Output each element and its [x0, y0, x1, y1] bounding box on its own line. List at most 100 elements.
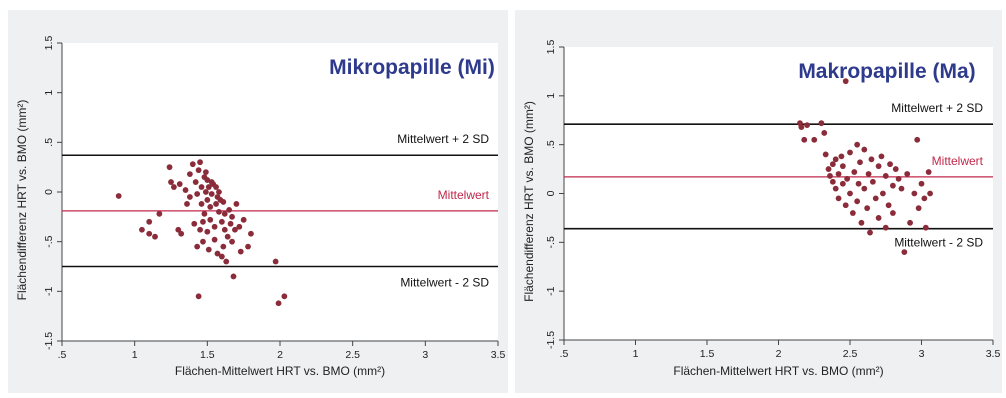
data-point: [832, 185, 839, 192]
data-point: [865, 171, 872, 177]
data-point: [189, 161, 196, 168]
data-point: [236, 223, 243, 230]
data-point: [927, 190, 933, 197]
data-point: [202, 169, 209, 176]
data-point: [202, 189, 209, 195]
data-point: [197, 226, 203, 233]
data-point: [218, 218, 225, 225]
data-point: [213, 184, 219, 190]
y-tick-label: .5: [43, 138, 55, 147]
y-tick-label: 1.5: [545, 40, 557, 55]
data-point: [186, 194, 193, 200]
panel-mikropapille: .5 1 1.5 2 2.5 3 3.5 -1.5 -1 -.5 0 .5 1 1.5 Flächen-Mi…: [8, 10, 508, 393]
data-point: [861, 185, 868, 192]
data-point: [804, 122, 810, 129]
data-point: [139, 226, 145, 233]
data-point: [115, 193, 122, 199]
data-point: [892, 166, 899, 172]
data-point: [205, 184, 212, 190]
data-point: [204, 177, 211, 183]
sd-line-label: Mittelwert + 2 SD: [891, 101, 983, 115]
y-tick-label: -1.5: [545, 331, 557, 349]
data-point: [211, 223, 218, 230]
data-point: [200, 238, 206, 245]
x-tick-label: 2.5: [345, 349, 360, 361]
data-point: [864, 205, 871, 212]
data-point: [194, 191, 201, 197]
plot-area: [62, 43, 498, 341]
data-point: [821, 130, 828, 136]
data-point: [194, 243, 201, 250]
data-point: [835, 171, 842, 177]
data-point: [901, 249, 908, 256]
y-axis-title: Flächendifferenz HRT vs. BMO (mm²): [15, 100, 29, 301]
data-point: [875, 163, 882, 170]
data-point: [198, 184, 205, 190]
data-point: [839, 163, 846, 170]
data-point: [915, 205, 922, 212]
data-point: [208, 191, 215, 197]
data-point: [829, 178, 836, 185]
data-point: [875, 215, 882, 221]
chart-mikropapille: .5 1 1.5 2 2.5 3 3.5 -1.5 -1 -.5 0 .5 1 1.5 Flächen-Mi…: [15, 36, 506, 378]
data-point: [847, 149, 853, 156]
data-point: [175, 226, 182, 233]
data-point: [890, 182, 896, 189]
data-point: [907, 219, 913, 226]
data-point: [220, 243, 227, 250]
sd-line-label: Mittelwert - 2 SD: [400, 276, 489, 290]
mean-line-label: Mittelwert: [932, 154, 984, 168]
data-point: [201, 210, 208, 217]
x-tick-label: 3.5: [491, 349, 506, 361]
data-point: [245, 243, 251, 250]
data-point: [223, 258, 230, 265]
data-point: [825, 166, 832, 172]
data-point: [248, 230, 254, 237]
panel-makropapille: .5 1 1.5 2 2.5 3 3.5 -1.5 -1 -.5 0 .5 1 1.5 Flächen-Mi…: [515, 10, 1002, 393]
data-point: [839, 180, 846, 187]
data-point: [146, 230, 153, 237]
x-tick-label: .5: [560, 348, 569, 360]
data-point: [156, 210, 163, 217]
x-tick-label: 1: [633, 348, 639, 360]
data-point: [867, 229, 873, 236]
data-point: [216, 189, 222, 195]
x-tick-label: 1.5: [200, 349, 215, 361]
sd-line-label: Mittelwert + 2 SD: [397, 132, 489, 146]
data-point: [868, 156, 875, 163]
y-tick-label: -.5: [545, 236, 557, 248]
data-point: [842, 78, 849, 85]
data-point: [229, 213, 235, 220]
data-point: [904, 171, 911, 177]
data-point: [207, 216, 214, 223]
data-point: [192, 179, 199, 185]
data-point: [191, 220, 198, 227]
data-point: [914, 136, 921, 143]
data-point: [911, 190, 918, 197]
x-tick-label: .5: [58, 349, 67, 361]
data-point: [811, 136, 818, 143]
data-point: [872, 195, 879, 202]
chart-title: Makropapille (Ma): [798, 60, 975, 83]
data-point: [186, 171, 193, 178]
data-point: [198, 201, 205, 207]
data-point: [829, 161, 836, 168]
y-tick-label: 0: [43, 189, 55, 195]
data-point: [220, 199, 227, 205]
data-point: [885, 202, 892, 209]
data-point: [844, 175, 851, 182]
data-point: [887, 161, 893, 168]
data-point: [857, 159, 863, 166]
x-axis-title: Flächen-Mittelwert HRT vs. BMO (mm²): [175, 364, 385, 378]
y-tick-label: -1.5: [43, 332, 55, 350]
data-point: [849, 210, 856, 216]
data-point: [847, 190, 853, 197]
y-tick-label: 1: [545, 93, 557, 99]
x-tick-label: 2.5: [843, 348, 858, 360]
data-point: [879, 190, 886, 197]
data-point: [207, 204, 214, 210]
x-tick-label: 2: [277, 349, 283, 361]
data-point: [818, 120, 825, 127]
sd-line-label: Mittelwert - 2 SD: [894, 236, 983, 250]
